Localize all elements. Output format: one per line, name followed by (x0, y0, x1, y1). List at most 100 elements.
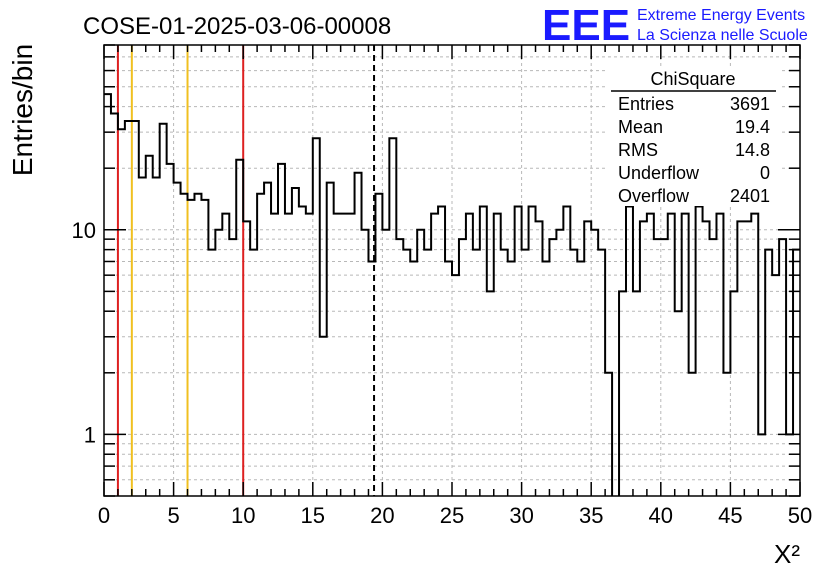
histogram-bin (549, 239, 556, 496)
histogram-bin (508, 261, 515, 496)
x-tick-label: 15 (301, 503, 325, 528)
histogram-bin (744, 221, 751, 496)
histogram-bin (362, 230, 369, 496)
stats-value-entries: 3691 (730, 94, 770, 114)
x-tick-label: 10 (231, 503, 255, 528)
histogram-bin (334, 214, 341, 496)
histogram-bin (716, 214, 723, 496)
histogram-bin (355, 173, 362, 496)
histogram-bin (431, 214, 438, 496)
histogram-bin (536, 221, 543, 496)
x-tick-label: 45 (718, 503, 742, 528)
histogram-bin (703, 221, 710, 496)
histogram-bin (730, 291, 737, 496)
histogram-bin (417, 230, 424, 496)
x-tick-label: 40 (649, 503, 673, 528)
histogram-bin (542, 261, 549, 496)
histogram-bin (772, 275, 779, 496)
histogram-bin (647, 214, 654, 496)
stats-label-entries: Entries (618, 94, 674, 114)
histogram-bin (591, 230, 598, 496)
run-title: COSE-01-2025-03-06-00008 (83, 13, 391, 40)
histogram-bin (661, 239, 668, 496)
histogram-bin (118, 129, 125, 496)
histogram-bin (654, 239, 661, 496)
histogram-bin (668, 214, 675, 496)
histogram-bin (487, 291, 494, 496)
histogram-bin (313, 138, 320, 496)
histogram-bin (167, 164, 174, 496)
histogram-bin (389, 138, 396, 496)
histogram-bin (348, 214, 355, 496)
histogram-bin (243, 221, 250, 496)
stats-label-overflow: Overflow (618, 186, 690, 206)
stats-value-underflow: 0 (760, 163, 770, 183)
histogram-bin (640, 221, 647, 496)
x-tick-label: 35 (579, 503, 603, 528)
histogram-series (104, 93, 800, 496)
stats-value-mean: 19.4 (735, 117, 770, 137)
stats-label-rms: RMS (618, 140, 658, 160)
stats-label-underflow: Underflow (618, 163, 700, 183)
stats-value-overflow: 2401 (730, 186, 770, 206)
histogram-bin (710, 239, 717, 496)
x-tick-label: 0 (98, 503, 110, 528)
histogram-bin (285, 214, 292, 496)
x-tick-label: 30 (509, 503, 533, 528)
histogram-bin (188, 200, 195, 496)
histogram-bin (306, 214, 313, 496)
histogram-bin (104, 94, 111, 496)
y-axis-label: Entries/bin (7, 44, 38, 176)
logo-line-2: La Scienza nelle Scuole (637, 27, 808, 44)
histogram-bin (466, 214, 473, 496)
logo-line-1: Extreme Energy Events (637, 7, 805, 24)
histogram-bin (633, 291, 640, 496)
stats-box-background (606, 66, 780, 206)
stats-label-mean: Mean (618, 117, 663, 137)
histogram-bin (146, 156, 153, 496)
axes: 0 5 10 15 20 25 30 35 40 45 50 1 10 (72, 44, 812, 528)
histogram-bin (292, 188, 299, 496)
histogram-bin (396, 239, 403, 496)
histogram-bin (779, 239, 786, 496)
x-tick-label: 50 (788, 503, 812, 528)
stats-box: ChiSquare Entries 3691 Mean 19.4 RMS 14.… (606, 66, 780, 206)
histogram-bin (320, 337, 327, 496)
histogram-bin (132, 121, 139, 496)
x-tick-label: 20 (370, 503, 394, 528)
histogram-bin (201, 200, 208, 496)
histogram-bin (160, 124, 167, 496)
histogram-bin (675, 311, 682, 496)
histogram-bin (111, 114, 118, 496)
histogram-bin (222, 214, 229, 496)
histogram-bin (452, 275, 459, 496)
stats-value-rms: 14.8 (735, 140, 770, 160)
histogram-bin (459, 239, 466, 496)
x-tick-label: 5 (167, 503, 179, 528)
histogram-bin (494, 214, 501, 496)
marker-lines (116, 45, 376, 496)
histogram-bin (125, 121, 132, 496)
x-axis-label: X² (774, 539, 800, 569)
y-tick-label: 1 (84, 422, 96, 447)
labels: COSE-01-2025-03-06-00008 Entries/bin X² (7, 13, 800, 569)
histogram-bin (682, 214, 689, 496)
histogram-bin (278, 164, 285, 496)
histogram-bin (751, 214, 758, 496)
histogram-bin (271, 214, 278, 496)
y-tick-label: 10 (72, 218, 96, 243)
histogram-bin (584, 221, 591, 496)
stats-title: ChiSquare (650, 69, 735, 89)
histogram-bin (737, 221, 744, 496)
eee-logo: EEE Extreme Energy Events La Scienza nel… (542, 1, 808, 50)
histogram-bin (445, 261, 452, 496)
histogram-bin (382, 230, 389, 496)
histogram-bin (410, 261, 417, 496)
histogram-bin (341, 214, 348, 496)
logo-mark: EEE (542, 1, 630, 50)
histogram-bin (236, 160, 243, 496)
histogram-bin (556, 230, 563, 496)
histogram-bin (577, 261, 584, 496)
